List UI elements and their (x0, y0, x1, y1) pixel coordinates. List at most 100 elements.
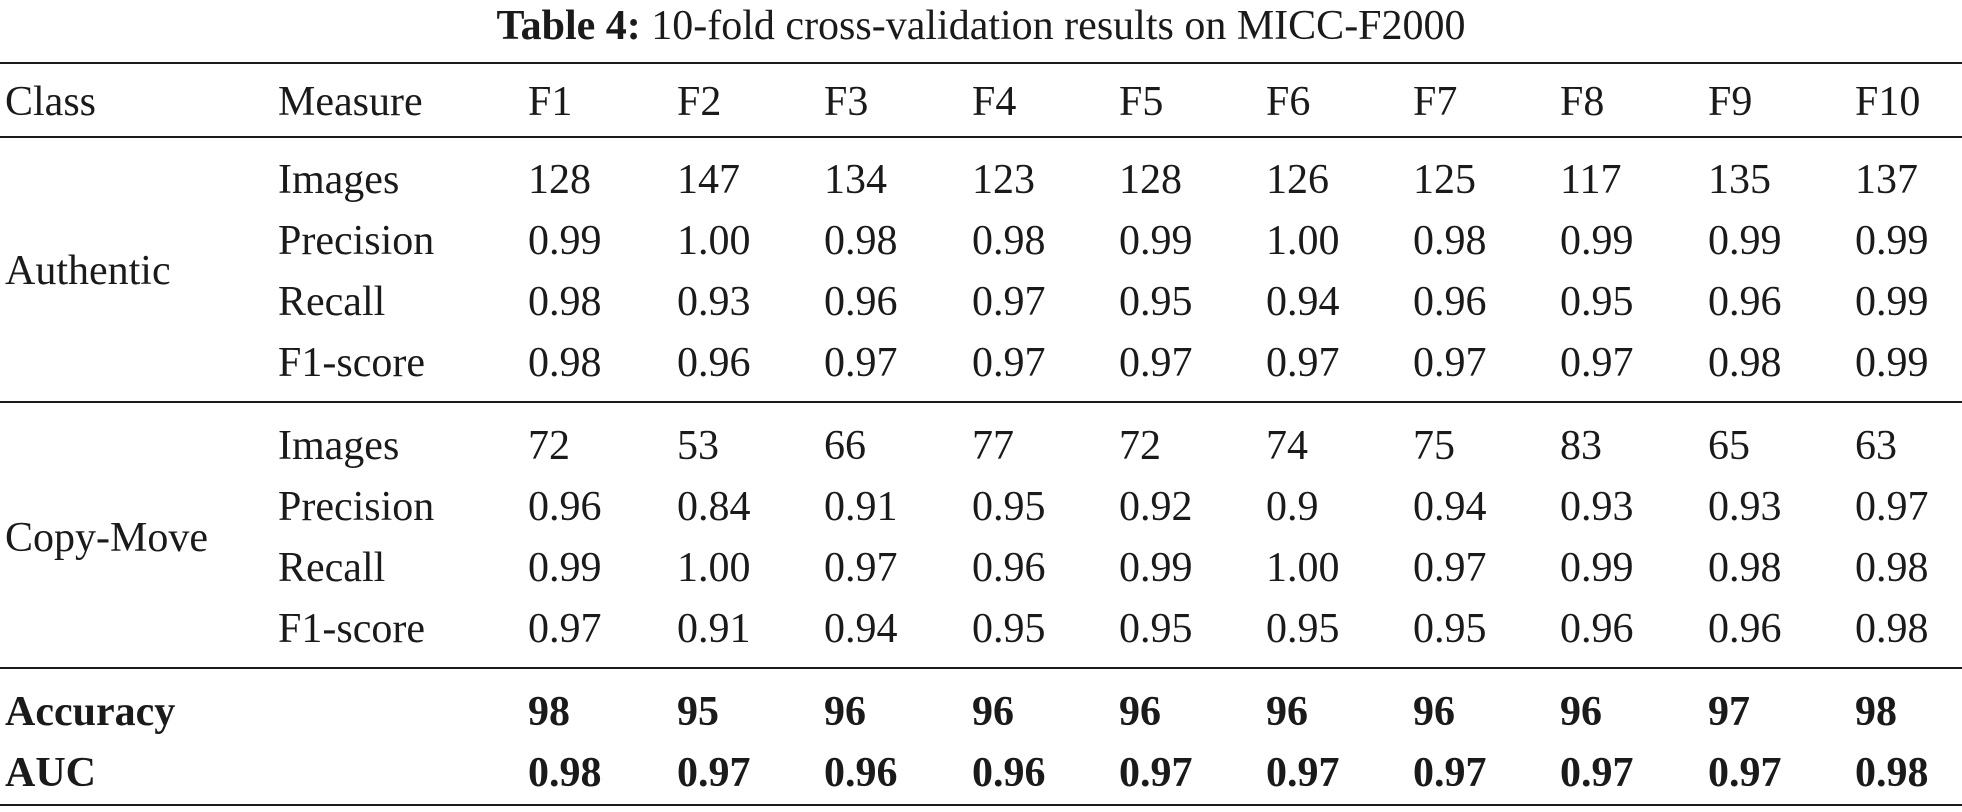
value-cell: 0.97 (677, 750, 751, 796)
value-cell: 97 (1708, 689, 1750, 735)
value-cell: 65 (1708, 423, 1750, 469)
value-cell: 74 (1266, 423, 1308, 469)
value-cell: 147 (677, 157, 740, 203)
value-cell: 0.99 (528, 218, 602, 264)
value-cell: 0.99 (1855, 218, 1929, 264)
table-caption: Table 4: 10-fold cross-validation result… (0, 0, 1962, 52)
value-cell: 0.96 (972, 545, 1046, 591)
value-cell: 1.00 (677, 218, 751, 264)
header-cell: F6 (1266, 79, 1311, 125)
value-cell: 0.96 (1413, 279, 1487, 325)
value-cell: 134 (824, 157, 887, 203)
value-cell: 123 (972, 157, 1035, 203)
header-cell: F5 (1119, 79, 1164, 125)
value-cell: 96 (1413, 689, 1455, 735)
value-cell: 0.97 (1266, 750, 1340, 796)
value-cell: 98 (528, 689, 570, 735)
value-cell: 0.91 (677, 606, 751, 652)
value-cell: 0.98 (1855, 606, 1929, 652)
value-cell: 63 (1855, 423, 1897, 469)
value-cell: 0.98 (824, 218, 898, 264)
table-caption-text: 10-fold cross-validation results on MICC… (651, 3, 1466, 49)
value-cell: 83 (1560, 423, 1602, 469)
value-cell: 0.99 (1855, 340, 1929, 386)
value-cell: 128 (528, 157, 591, 203)
value-cell: 0.97 (1413, 545, 1487, 591)
value-cell: 96 (1119, 689, 1161, 735)
value-cell: 96 (1266, 689, 1308, 735)
value-cell: 0.96 (1708, 606, 1782, 652)
header-cell: F3 (824, 79, 869, 125)
value-cell: 0.97 (1266, 340, 1340, 386)
value-cell: 0.96 (824, 750, 898, 796)
value-cell: 75 (1413, 423, 1455, 469)
value-cell: 95 (677, 689, 719, 735)
value-cell: 125 (1413, 157, 1476, 203)
value-cell: 0.99 (528, 545, 602, 591)
value-cell: 0.97 (1560, 340, 1634, 386)
value-cell: 0.95 (1560, 279, 1634, 325)
value-cell: 0.95 (972, 484, 1046, 530)
value-cell: 0.98 (1413, 218, 1487, 264)
value-cell: 0.97 (1413, 750, 1487, 796)
value-cell: 72 (528, 423, 570, 469)
value-cell: 117 (1560, 157, 1622, 203)
value-cell: 0.97 (1708, 750, 1782, 796)
measure-cell: Images (278, 157, 400, 203)
value-cell: 0.95 (1413, 606, 1487, 652)
value-cell: 0.95 (1266, 606, 1340, 652)
value-cell: 0.92 (1119, 484, 1193, 530)
value-cell: 0.99 (1560, 218, 1634, 264)
summary-label: Accuracy (5, 689, 176, 735)
value-cell: 0.98 (1708, 545, 1782, 591)
value-cell: 0.91 (824, 484, 898, 530)
value-cell: 96 (1560, 689, 1602, 735)
measure-cell: F1-score (278, 340, 425, 386)
value-cell: 0.97 (1413, 340, 1487, 386)
copy-move-group-rule (0, 667, 1962, 669)
value-cell: 0.84 (677, 484, 751, 530)
value-cell: 1.00 (1266, 218, 1340, 264)
value-cell: 0.95 (1119, 279, 1193, 325)
header-cell: F10 (1855, 79, 1921, 125)
value-cell: 135 (1708, 157, 1771, 203)
value-cell: 98 (1855, 689, 1897, 735)
header-cell: F1 (528, 79, 573, 125)
header-cell: Class (5, 79, 97, 125)
value-cell: 0.96 (972, 750, 1046, 796)
value-cell: 72 (1119, 423, 1161, 469)
table-top-rule (0, 62, 1962, 64)
value-cell: 137 (1855, 157, 1918, 203)
value-cell: 0.98 (1855, 545, 1929, 591)
value-cell: 0.96 (824, 279, 898, 325)
value-cell: 0.97 (528, 606, 602, 652)
value-cell: 0.97 (1119, 750, 1193, 796)
header-cell: F8 (1560, 79, 1605, 125)
value-cell: 0.96 (528, 484, 602, 530)
measure-cell: Precision (278, 218, 435, 264)
measure-cell: Images (278, 423, 400, 469)
value-cell: 0.97 (1560, 750, 1634, 796)
measure-cell: Precision (278, 484, 435, 530)
value-cell: 0.97 (972, 279, 1046, 325)
value-cell: 0.95 (1119, 606, 1193, 652)
value-cell: 0.97 (1119, 340, 1193, 386)
value-cell: 96 (824, 689, 866, 735)
table-caption-label: Table 4: (496, 3, 641, 49)
authentic-group-rule (0, 401, 1962, 403)
value-cell: 0.99 (1855, 279, 1929, 325)
header-cell: Measure (278, 79, 423, 125)
value-cell: 126 (1266, 157, 1329, 203)
header-bottom-rule (0, 136, 1962, 138)
value-cell: 0.96 (1560, 606, 1634, 652)
value-cell: 77 (972, 423, 1014, 469)
value-cell: 1.00 (1266, 545, 1340, 591)
class-label-authentic: Authentic (5, 248, 171, 294)
value-cell: 0.94 (1266, 279, 1340, 325)
value-cell: 0.98 (1708, 340, 1782, 386)
value-cell: 0.95 (972, 606, 1046, 652)
value-cell: 0.97 (824, 545, 898, 591)
value-cell: 0.94 (1413, 484, 1487, 530)
value-cell: 0.99 (1708, 218, 1782, 264)
value-cell: 0.97 (972, 340, 1046, 386)
